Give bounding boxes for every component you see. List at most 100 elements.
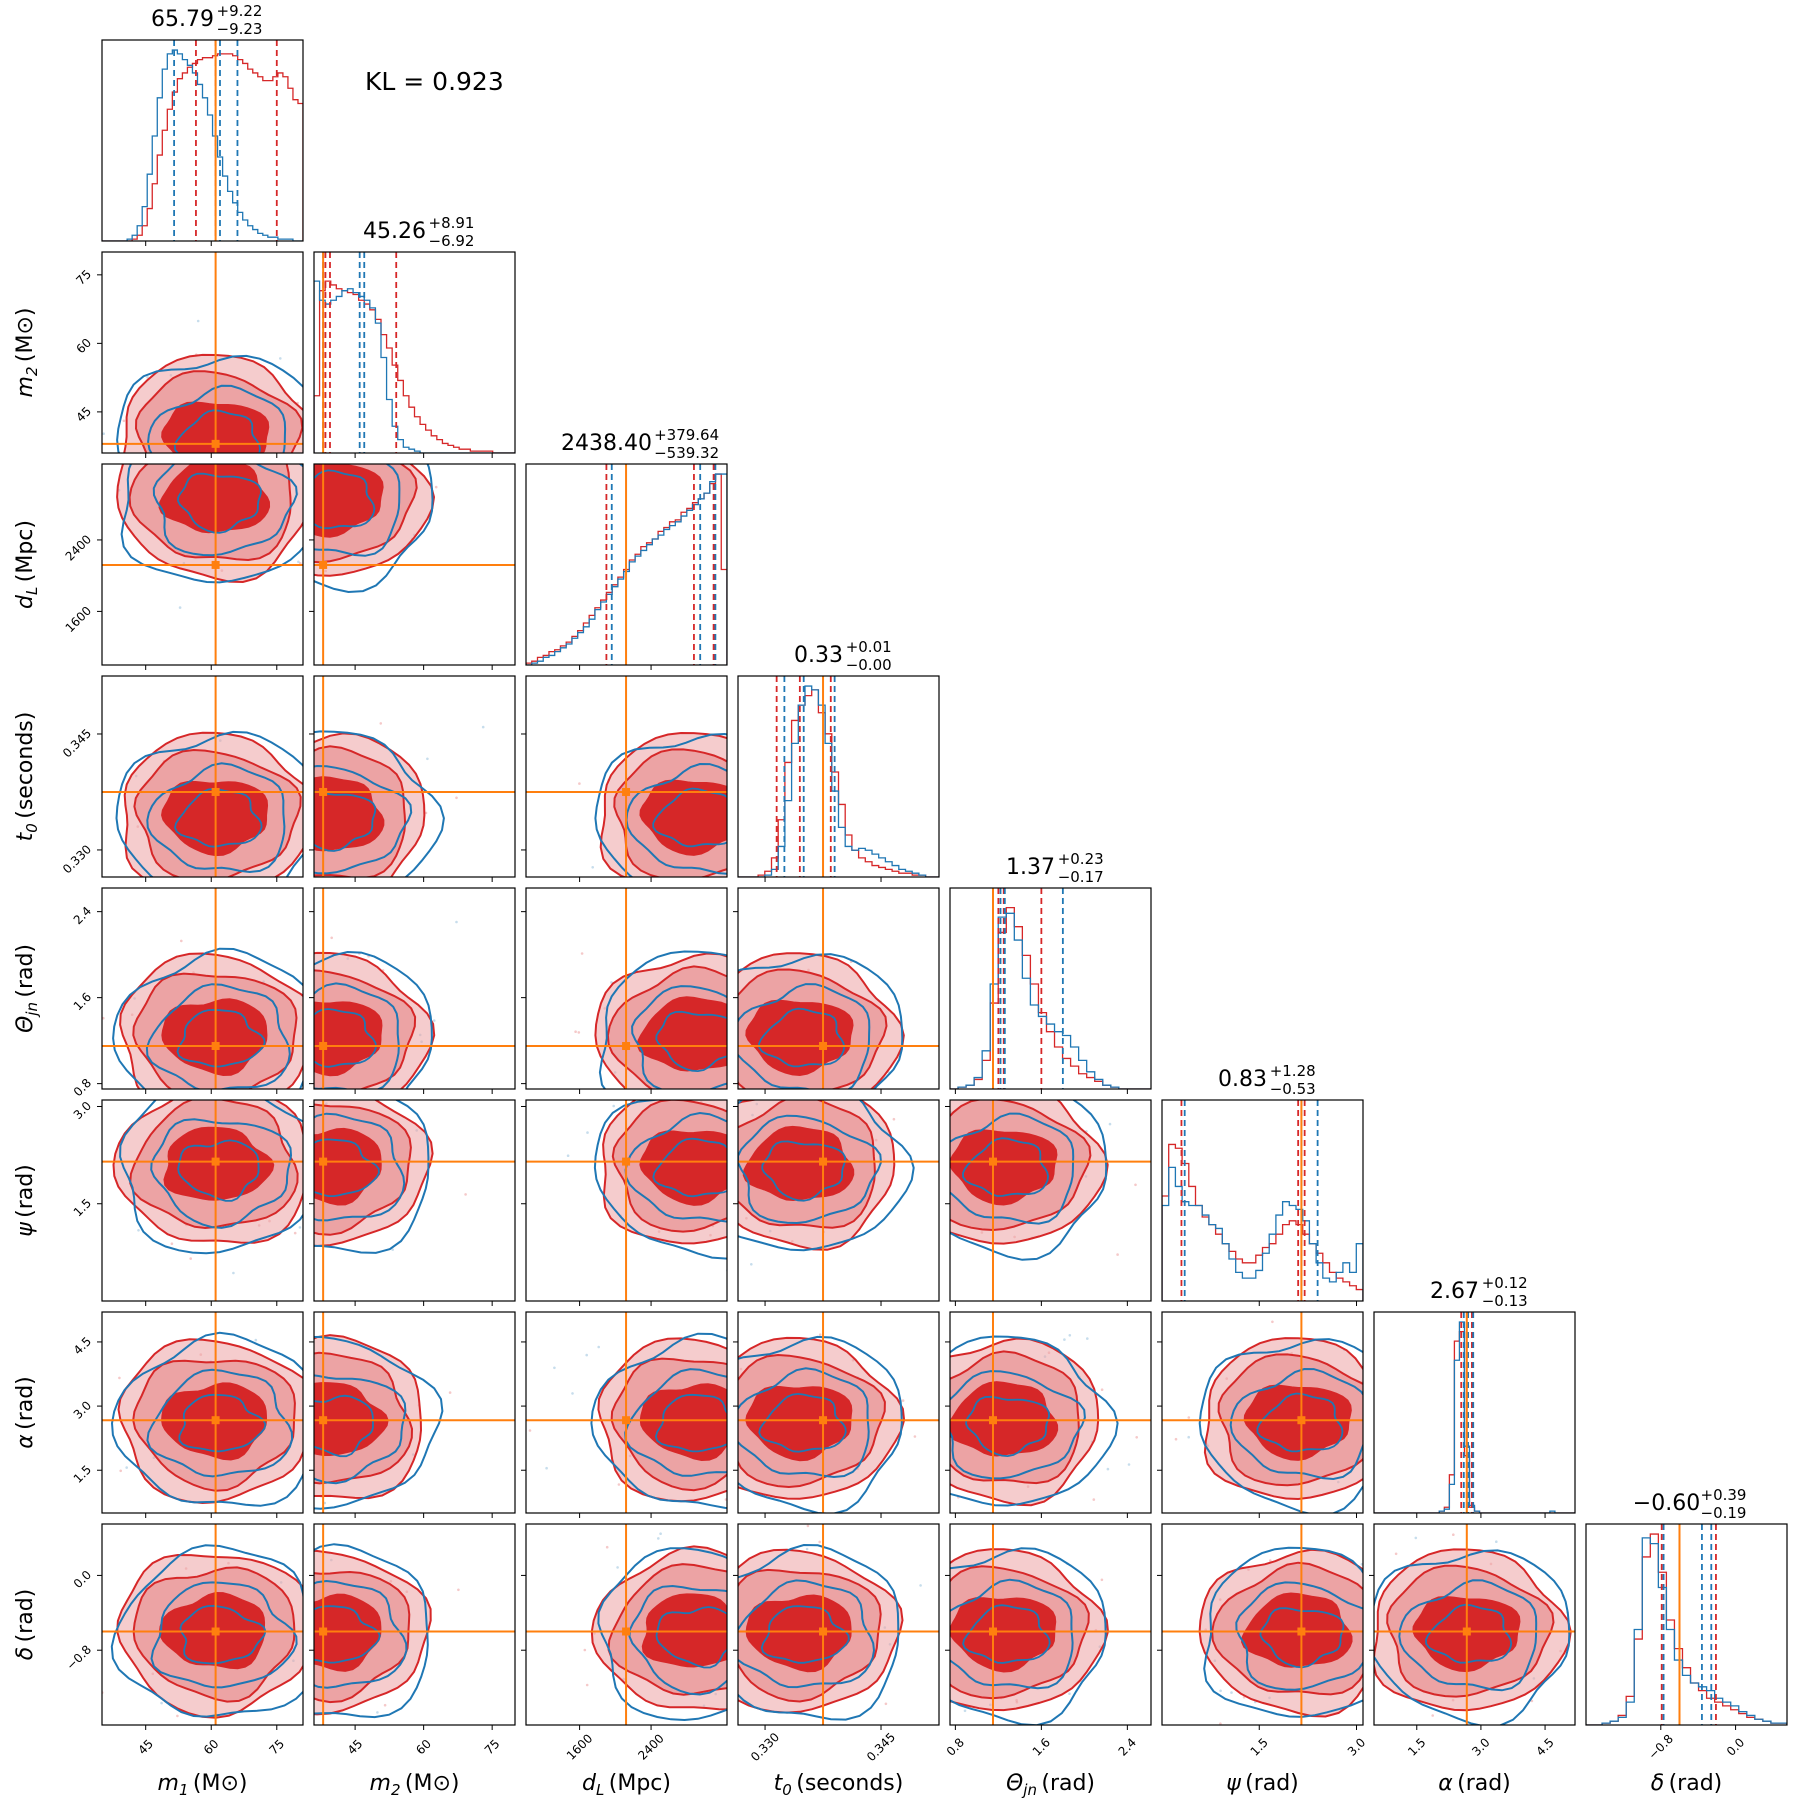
scatter-point <box>566 1154 570 1157</box>
panel-content <box>314 1524 515 1725</box>
panel-frame <box>313 1523 516 1726</box>
panel-theta-delta: 0.8 1.6 2.4 <box>944 1515 1152 1759</box>
contour-outer-series-b <box>314 1543 429 1719</box>
scatter-point <box>220 454 223 457</box>
scatter-point <box>864 1091 867 1094</box>
x-tick-label: 0.8 <box>944 1735 967 1758</box>
panel-t0-t0: 0.33 +0.01−0.00 <box>737 638 940 882</box>
contour-mid-series-b <box>624 1368 727 1477</box>
scatter-point <box>759 1727 762 1730</box>
contour-inner-series-a <box>639 1130 727 1206</box>
panel-content <box>1162 1312 1379 1513</box>
scatter-point <box>1376 1508 1379 1511</box>
x-tick-label: 3.0 <box>1345 1735 1368 1758</box>
scatter-point <box>457 1588 460 1592</box>
histogram-series-b <box>1374 1321 1575 1513</box>
panel-m2-alpha <box>309 1311 516 1518</box>
contour-mid-series-b <box>631 985 727 1089</box>
scatter-point <box>309 1173 312 1176</box>
scatter-point <box>254 1338 258 1342</box>
scatter-point <box>1100 1388 1104 1391</box>
contour-mid-series-b <box>1235 1581 1363 1691</box>
scatter-point <box>1414 1536 1418 1540</box>
panel-m2-dL <box>309 463 516 670</box>
scatter-point <box>102 432 105 436</box>
scatter-point <box>1367 1674 1370 1677</box>
scatter-point <box>178 606 182 609</box>
panel-frame <box>1585 1523 1788 1726</box>
panel-content <box>102 888 311 1089</box>
scatter-point <box>481 725 485 729</box>
scatter-point <box>65 1124 68 1127</box>
scatter-point <box>750 1263 753 1266</box>
scatter-point <box>721 1514 724 1517</box>
axis-label-unit: (rad) <box>13 1376 38 1434</box>
summary-plus-m1: +9.22 <box>217 2 263 20</box>
contour-inner-series-b <box>1259 1607 1345 1669</box>
histogram-series-b <box>738 685 939 877</box>
scatter-point <box>92 777 95 780</box>
scatter-point <box>1108 1122 1112 1126</box>
truth-marker <box>211 560 220 569</box>
panel-content <box>102 1524 303 1725</box>
scatter-point <box>426 757 429 761</box>
panel-content <box>314 464 515 665</box>
x-axis-label-m2: m2 (M⊙) <box>370 1771 460 1799</box>
truth-marker <box>319 1157 328 1166</box>
panel-m1-m2: 45 60 75 <box>73 251 304 464</box>
axis-label-unit: (rad) <box>1664 1771 1722 1796</box>
scatter-point <box>119 1469 122 1473</box>
panel-content <box>1162 1524 1363 1725</box>
panel-frame <box>101 1099 304 1302</box>
scatter-point <box>862 1095 865 1098</box>
scatter-point <box>597 1345 600 1349</box>
y-tick-label: 2.4 <box>71 904 94 927</box>
contour-inner-series-b <box>962 1604 1051 1664</box>
axis-label-symbol: m <box>158 1771 179 1796</box>
histogram-series-b <box>1162 1166 1363 1301</box>
scatter-point <box>973 1515 976 1518</box>
scatter-point <box>734 1059 737 1062</box>
y-tick-label: 3.0 <box>71 1398 94 1421</box>
axis-label-unit: (rad) <box>1037 1771 1095 1796</box>
scatter-point <box>1068 1334 1072 1337</box>
panel-content <box>1586 1524 1787 1725</box>
scatter-point <box>270 461 273 464</box>
x-tick-label: 75 <box>482 1737 503 1758</box>
y-tick-label: 1.6 <box>71 990 94 1013</box>
scatter-point <box>308 1048 311 1051</box>
contour-inner-series-a <box>161 998 268 1077</box>
truth-marker <box>1297 1627 1306 1636</box>
scatter-point <box>98 412 101 415</box>
contour-inner-series-b <box>962 1137 1050 1197</box>
histogram-series-a <box>1374 1330 1575 1513</box>
contour-outer-series-b <box>738 1543 900 1721</box>
scatter-point <box>275 941 278 944</box>
contour-outer-series-b <box>598 950 727 1089</box>
scatter-point <box>889 1103 892 1106</box>
scatter-point <box>731 1014 734 1017</box>
contour-mid-series-b <box>314 764 413 875</box>
contour-inner-series-b <box>177 1139 260 1202</box>
contour-outer-series-b <box>110 1331 303 1507</box>
panel-content <box>314 1312 515 1513</box>
contour-outer-series-b <box>314 1335 444 1510</box>
scatter-point <box>434 485 438 489</box>
panel-frame <box>313 251 516 454</box>
scatter-point <box>553 1366 556 1370</box>
scatter-point <box>926 1214 929 1217</box>
panel-frame <box>1373 1523 1576 1726</box>
panel-content <box>950 888 1151 1089</box>
contour-mid-series-b <box>146 762 286 874</box>
scatter-point <box>271 712 274 715</box>
y-axis-label-alpha: α (rad) <box>13 1376 38 1449</box>
contour-mid-series-b <box>314 982 400 1089</box>
scatter-point <box>455 920 458 924</box>
scatter-point <box>730 1073 733 1076</box>
scatter-point <box>85 861 88 864</box>
contour-mid-series-b <box>152 464 298 557</box>
truth-marker <box>819 1157 828 1166</box>
panel-m1-alpha: 1.5 3.0 4.5 <box>71 1311 304 1518</box>
scatter-point <box>232 1271 235 1275</box>
histogram-series-b <box>1586 1537 1787 1725</box>
